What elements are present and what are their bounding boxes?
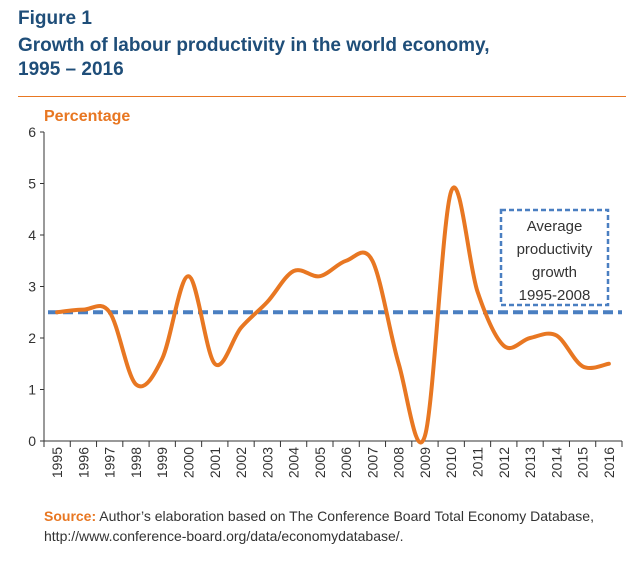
x-tick-label: 2000	[181, 447, 197, 478]
chart-title-line-1: Growth of labour productivity in the wor…	[18, 35, 490, 56]
y-tick-label: 5	[28, 176, 36, 192]
x-tick-label: 2002	[233, 447, 249, 478]
data-point-1997	[108, 310, 112, 314]
data-point-1995	[55, 310, 59, 314]
average-annotation-line: growth	[532, 264, 577, 281]
productivity-growth-line	[55, 185, 611, 445]
data-point-2002	[239, 326, 243, 330]
x-tick-label: 2008	[391, 447, 407, 478]
x-tick-label: 2013	[522, 447, 538, 478]
data-point-2001	[213, 362, 217, 366]
x-tick-label: 2009	[417, 447, 433, 478]
y-tick-label: 1	[28, 382, 36, 398]
series-group	[55, 185, 611, 445]
figure-label: Figure 1	[18, 8, 92, 29]
x-tick-label: 2007	[364, 447, 380, 478]
data-point-2007	[370, 259, 374, 263]
data-point-2015	[581, 364, 585, 368]
chart-title-line-2: 1995 – 2016	[18, 59, 124, 80]
source-text: Author’s elaboration based on The Confer…	[44, 508, 594, 544]
y-tick-label: 4	[28, 227, 36, 243]
average-annotation-line: Average	[527, 218, 583, 235]
data-point-2005	[318, 274, 322, 278]
x-tick-label: 1996	[75, 447, 91, 478]
x-tick-label: 2006	[338, 447, 354, 478]
average-reference: Average productivity growth 1995-2008	[48, 208, 622, 315]
x-tick-label: 1998	[128, 447, 144, 478]
y-tick-label: 6	[28, 124, 36, 140]
average-annotation-box	[499, 208, 610, 307]
data-point-1998	[134, 382, 138, 386]
data-point-1999	[160, 357, 164, 361]
data-point-2009	[423, 434, 427, 438]
data-point-1996	[81, 308, 85, 312]
source-label: Source:	[44, 508, 97, 524]
data-point-2006	[344, 259, 348, 263]
average-annotation-line: productivity	[517, 241, 593, 258]
x-tick-label: 2004	[286, 447, 302, 478]
x-tick-label: 2015	[575, 447, 591, 478]
chart-title: Growth of labour productivity in the wor…	[18, 34, 618, 82]
x-tick-label: 2016	[601, 447, 617, 478]
x-tick-label: 2010	[443, 447, 459, 478]
x-tick-label: 2014	[548, 447, 564, 478]
x-tick-label: 2005	[312, 447, 328, 478]
y-axis-label: Percentage	[44, 108, 131, 125]
x-tick-label: 2001	[207, 447, 223, 478]
data-point-2014	[554, 333, 558, 337]
y-tick-label: 2	[28, 330, 36, 346]
y-tick-label: 3	[28, 279, 36, 295]
data-point-2010	[449, 189, 453, 193]
y-tick-label: 0	[28, 433, 36, 449]
average-annotation-line: 1995-2008	[519, 287, 591, 304]
x-axis: 1995 1996 1997 1998 1999 2000 2001 2002 2003 2004…	[43, 440, 623, 478]
title-divider	[18, 96, 626, 97]
x-tick-label: 2012	[496, 447, 512, 478]
data-point-2012	[502, 344, 506, 348]
data-point-2003	[265, 300, 269, 304]
data-point-2000	[187, 274, 191, 278]
data-point-2013	[528, 336, 532, 340]
x-tick-label: 1995	[49, 447, 65, 478]
x-tick-label: 1999	[154, 447, 170, 478]
data-point-2016	[607, 362, 611, 366]
x-tick-label: 2003	[259, 447, 275, 478]
source-note: Source: Author’s elaboration based on Th…	[44, 506, 614, 546]
x-tick-label: 2011	[470, 447, 486, 477]
data-point-2011	[476, 290, 480, 294]
data-point-2004	[292, 269, 296, 273]
y-axis: 0 1 2 3 4 5 6	[28, 124, 45, 449]
x-tick-label: 1997	[102, 447, 118, 478]
data-point-2008	[397, 362, 401, 366]
